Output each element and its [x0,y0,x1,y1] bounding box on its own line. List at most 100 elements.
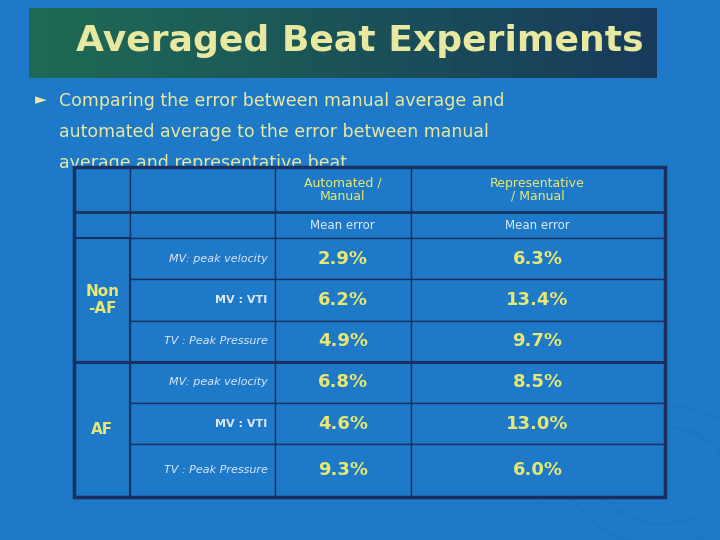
Bar [74,279,130,321]
Text: Mean error: Mean error [310,219,375,232]
Text: 13.0%: 13.0% [506,415,569,433]
Bar [275,444,410,497]
Bar [405,8,422,78]
Text: Averaged Beat Experiments: Averaged Beat Experiments [76,24,644,57]
Bar [248,8,265,78]
Text: average and representative beat: average and representative beat [59,154,347,172]
Bar [130,212,275,238]
Text: TV : Peak Pressure: TV : Peak Pressure [164,336,268,346]
Text: TV : Peak Pressure: TV : Peak Pressure [164,465,268,475]
Text: ►: ► [35,92,46,107]
Bar [201,8,218,78]
Bar [279,8,297,78]
Bar [624,8,641,78]
Bar [562,8,578,78]
Bar [295,8,312,78]
Bar [498,8,516,78]
Bar [74,321,130,362]
Bar [342,8,359,78]
Bar [420,8,438,78]
Text: automated average to the error between manual: automated average to the error between m… [59,123,489,141]
Bar [275,321,410,362]
Bar [130,321,275,362]
Text: Automated /: Automated / [304,177,382,190]
Bar [74,362,130,497]
Bar [154,8,171,78]
Bar [275,212,410,238]
Bar [410,362,665,403]
Text: AF: AF [91,422,113,437]
Text: Comparing the error between manual average and: Comparing the error between manual avera… [59,92,505,110]
Bar [74,167,665,497]
Bar [185,8,202,78]
Bar [275,279,410,321]
Text: 6.3%: 6.3% [513,250,562,268]
Bar [514,8,531,78]
Bar [45,8,61,78]
Bar [593,8,610,78]
Text: Mean error: Mean error [505,219,570,232]
Text: Manual: Manual [320,190,366,202]
Bar [275,167,410,212]
Bar [130,238,275,279]
Text: 6.2%: 6.2% [318,291,368,309]
Bar [310,8,328,78]
Bar [76,8,93,78]
Bar [74,167,665,497]
Text: 9.3%: 9.3% [318,462,368,480]
Text: 2.9%: 2.9% [318,250,368,268]
Bar [130,403,275,444]
Bar [170,8,187,78]
Bar [130,279,275,321]
Text: MV : VTI: MV : VTI [215,295,268,305]
Bar [74,238,130,279]
Bar [373,8,390,78]
Bar [410,238,665,279]
Bar [275,238,410,279]
Text: MV: peak velocity: MV: peak velocity [169,254,268,264]
Bar [410,167,665,212]
Bar [410,212,665,238]
Bar [217,8,234,78]
Bar [275,362,410,403]
Bar [74,167,130,212]
Bar [410,321,665,362]
Bar [358,8,374,78]
Bar [639,8,657,78]
Text: MV : VTI: MV : VTI [215,418,268,429]
Bar [275,403,410,444]
Bar [60,8,77,78]
Bar [74,444,130,497]
Bar [74,212,130,238]
Bar [29,8,46,78]
Bar [577,8,594,78]
Bar [91,8,109,78]
Bar [467,8,485,78]
Text: 4.9%: 4.9% [318,332,368,350]
Bar [389,8,406,78]
Bar [264,8,281,78]
Text: Non
-AF: Non -AF [85,284,120,316]
Bar [122,8,140,78]
Text: 9.7%: 9.7% [513,332,562,350]
Bar [107,8,124,78]
Text: 4.6%: 4.6% [318,415,368,433]
Bar [608,8,625,78]
Bar [410,444,665,497]
Bar [130,444,275,497]
Bar [546,8,563,78]
Bar [326,8,343,78]
Text: 6.0%: 6.0% [513,462,562,480]
Bar [233,8,249,78]
Bar [530,8,547,78]
Bar [74,362,130,403]
Bar [130,167,275,212]
Bar [483,8,500,78]
Bar [138,8,156,78]
Bar [436,8,453,78]
Text: Representative: Representative [490,177,585,190]
Text: 8.5%: 8.5% [513,373,563,392]
Bar [74,238,130,362]
Bar [74,403,130,444]
Bar [130,362,275,403]
